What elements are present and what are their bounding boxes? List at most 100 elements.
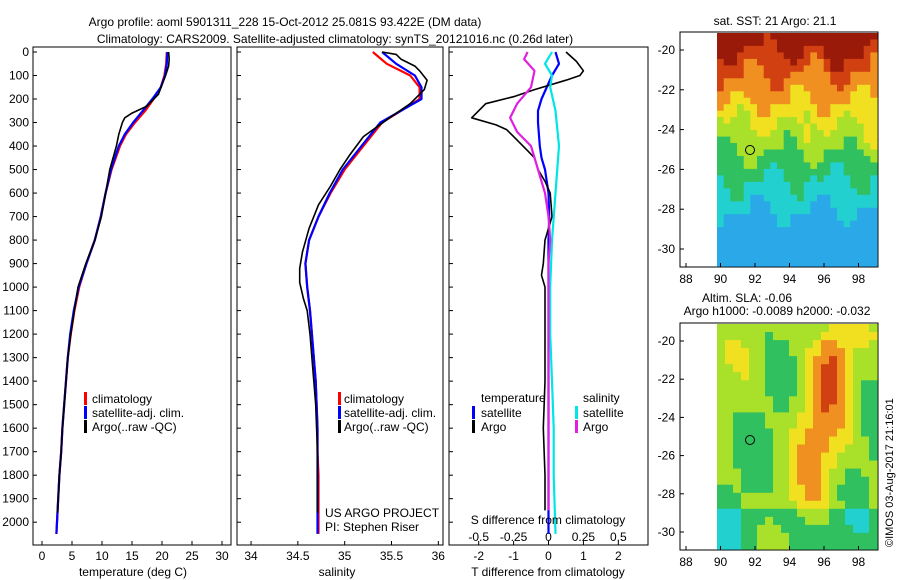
depth-tick-label: 300 bbox=[9, 116, 29, 130]
map-cell bbox=[789, 460, 798, 470]
map-cell bbox=[870, 123, 878, 131]
sla-map-title1: Altim. SLA: -0.06 bbox=[702, 291, 792, 305]
map-cell bbox=[730, 97, 738, 105]
map-cell bbox=[850, 91, 858, 99]
map-cell bbox=[741, 468, 750, 478]
depth-tick-label: 2000 bbox=[2, 515, 29, 529]
map-cell bbox=[830, 91, 838, 99]
map-cell bbox=[829, 476, 838, 486]
map-cell bbox=[757, 484, 766, 494]
map-cell bbox=[717, 516, 726, 526]
map-cell bbox=[829, 460, 838, 470]
map-cell bbox=[717, 240, 725, 248]
map-cell bbox=[717, 412, 726, 421]
map-cell bbox=[850, 188, 858, 196]
map-cell bbox=[850, 136, 858, 144]
map-cell bbox=[723, 181, 731, 189]
map-cell bbox=[765, 452, 774, 462]
map-cell bbox=[829, 468, 838, 478]
map-cell bbox=[765, 492, 774, 502]
map-cell bbox=[817, 188, 825, 196]
map-cell bbox=[725, 404, 734, 413]
map-cell bbox=[870, 143, 878, 151]
map-cell bbox=[783, 58, 791, 66]
sla-map-field bbox=[717, 324, 878, 550]
map-cell bbox=[777, 240, 785, 248]
map-cell bbox=[781, 388, 790, 397]
map-cell bbox=[757, 412, 766, 421]
map-cell bbox=[853, 428, 862, 438]
map-cell bbox=[730, 65, 738, 73]
map-cell bbox=[823, 91, 831, 99]
map-cell bbox=[777, 214, 785, 222]
depth-tick-label: 800 bbox=[9, 233, 29, 247]
map-cell bbox=[757, 65, 765, 73]
map-cell bbox=[837, 207, 845, 215]
map-cell bbox=[870, 168, 878, 176]
map-cell bbox=[790, 246, 798, 254]
map-cell bbox=[773, 428, 782, 438]
map-cell bbox=[783, 162, 791, 170]
map-cell bbox=[757, 460, 766, 470]
map-cell bbox=[743, 71, 751, 79]
salinity-x-tick-label: 34 bbox=[244, 549, 258, 563]
map-cell bbox=[870, 52, 878, 60]
map-cell bbox=[850, 207, 858, 215]
map-cell bbox=[821, 364, 830, 373]
map-cell bbox=[845, 492, 854, 502]
map-cell bbox=[737, 207, 745, 215]
map-cell bbox=[743, 240, 751, 248]
temperature-x-tick-label: 30 bbox=[215, 549, 229, 563]
map-cell bbox=[770, 130, 778, 138]
map-cell bbox=[725, 476, 734, 486]
map-cell bbox=[830, 162, 838, 170]
map-cell bbox=[870, 201, 878, 209]
map-cell bbox=[723, 227, 731, 235]
map-cell bbox=[837, 71, 845, 79]
map-cell bbox=[869, 532, 878, 542]
map-cell bbox=[725, 508, 734, 518]
map-cell bbox=[743, 227, 751, 235]
salinity-series-line bbox=[304, 51, 423, 534]
map-cell bbox=[861, 500, 870, 510]
map-cell bbox=[821, 492, 830, 502]
map-cell bbox=[743, 104, 751, 112]
map-cell bbox=[733, 508, 742, 518]
map-cell bbox=[790, 110, 798, 118]
map-cell bbox=[730, 181, 738, 189]
map-cell bbox=[857, 214, 865, 222]
map-cell bbox=[765, 356, 774, 365]
map-cell bbox=[837, 45, 845, 53]
map-cell bbox=[797, 78, 805, 86]
map-cell bbox=[743, 207, 751, 215]
map-cell bbox=[725, 332, 734, 341]
map-cell bbox=[813, 380, 822, 389]
map-cell bbox=[717, 233, 725, 241]
map-cell bbox=[743, 181, 751, 189]
map-cell bbox=[823, 104, 831, 112]
map-cell bbox=[741, 356, 750, 365]
map-cell bbox=[863, 207, 871, 215]
map-cell bbox=[777, 45, 785, 53]
map-cell bbox=[837, 162, 845, 170]
map-cell bbox=[803, 58, 811, 66]
map-cell bbox=[797, 33, 805, 41]
map-cell bbox=[850, 201, 858, 209]
map-cell bbox=[730, 71, 738, 79]
legend-t-argo-swatch bbox=[472, 420, 475, 433]
map-cell bbox=[853, 468, 862, 478]
map-cell bbox=[777, 52, 785, 60]
map-cell bbox=[797, 162, 805, 170]
salinity-series-line bbox=[304, 51, 421, 534]
map-cell bbox=[869, 348, 878, 357]
map-cell bbox=[723, 156, 731, 164]
map-cell bbox=[765, 364, 774, 373]
map-cell bbox=[810, 227, 818, 235]
map-cell bbox=[857, 52, 865, 60]
depth-tick-label: 1400 bbox=[2, 374, 29, 388]
map-cell bbox=[803, 233, 811, 241]
map-cell bbox=[777, 33, 785, 41]
map-cell bbox=[737, 181, 745, 189]
map-cell bbox=[765, 516, 774, 526]
map-cell bbox=[837, 444, 846, 454]
